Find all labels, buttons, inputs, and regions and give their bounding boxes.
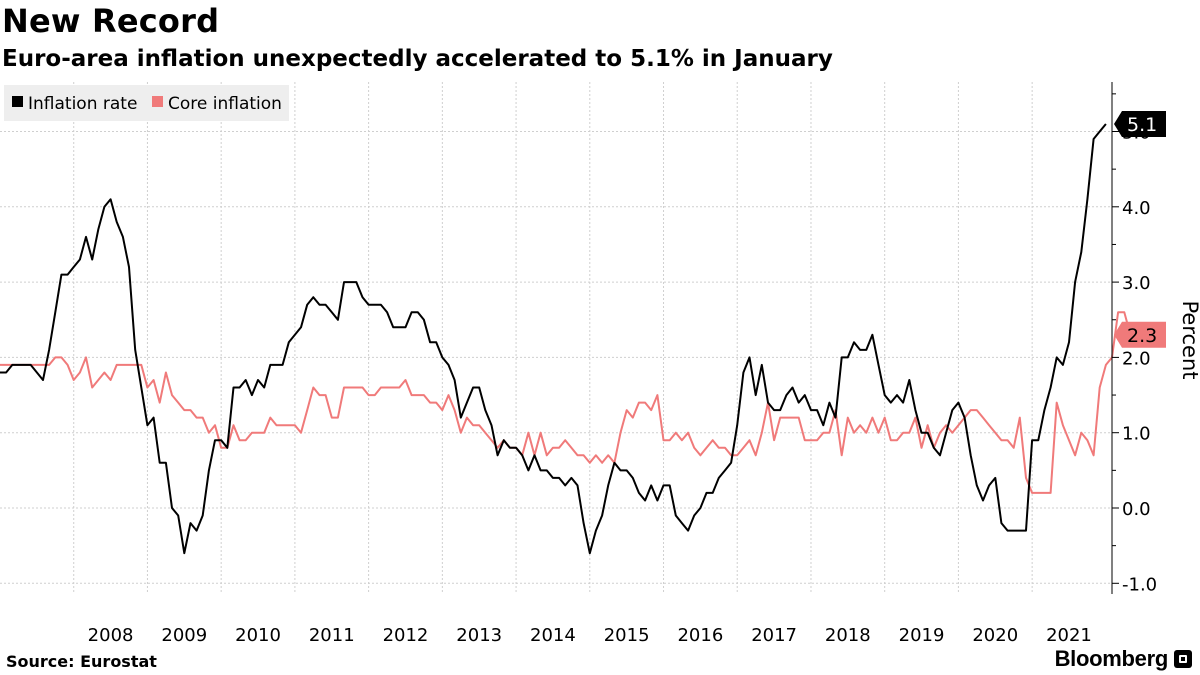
series-line-inflation-rate: [0, 123, 1107, 555]
x-axis: 2008 2009 2010 2011 2012 2013 2014 2015 2016 2017…: [88, 625, 1092, 646]
end-label-flag-core: [1114, 321, 1166, 348]
x-tick-label: 2021: [1046, 625, 1092, 646]
grid-layer: [0, 82, 1112, 594]
x-tick-label: 2016: [677, 625, 723, 646]
y-tick-label: 1.0: [1122, 424, 1151, 445]
end-label-flag-inflation: [1114, 110, 1166, 137]
x-tick-label: 2009: [161, 625, 207, 646]
x-tick-label: 2019: [899, 625, 945, 646]
series-line-core-inflation: [0, 311, 1132, 494]
brand-name: Bloomberg: [1054, 646, 1169, 671]
x-tick-label: 2017: [751, 625, 797, 646]
y-axis-title: Percent: [1178, 300, 1200, 379]
end-label-core: 2.3: [1127, 325, 1157, 347]
x-tick-label: 2014: [530, 625, 576, 646]
legend-label-core: Core inflation: [168, 94, 282, 114]
y-tick-label: 3.0: [1122, 273, 1151, 294]
series-layer: [0, 123, 1132, 555]
y-tick-label: 2.0: [1122, 348, 1151, 369]
brand-logo: Bloomberg: [1055, 646, 1192, 672]
x-tick-label: 2012: [383, 625, 429, 646]
x-tick-label: 2008: [88, 625, 134, 646]
x-tick-label: 2018: [825, 625, 871, 646]
x-tick-label: 2015: [604, 625, 650, 646]
legend-background: [4, 85, 289, 121]
y-tick-label: 0.0: [1122, 499, 1151, 520]
y-tick-label: 4.0: [1122, 198, 1151, 219]
legend-swatch-inflation: [12, 96, 23, 107]
end-label-inflation: 5.1: [1127, 114, 1157, 136]
legend-label-inflation: Inflation rate: [28, 94, 137, 114]
x-tick-label: 2010: [235, 625, 281, 646]
terminal-icon: [1174, 650, 1192, 668]
legend: Inflation rate Core inflation: [4, 85, 289, 121]
end-labels: 2.3 5.1: [1114, 110, 1166, 348]
chart-title: New Record: [2, 2, 220, 40]
chart-subtitle: Euro-area inflation unexpectedly acceler…: [2, 46, 833, 72]
source-note: Source: Eurostat: [6, 652, 157, 671]
legend-swatch-core: [152, 96, 163, 107]
x-tick-label: 2020: [972, 625, 1018, 646]
y-tick-label: -1.0: [1122, 574, 1157, 595]
x-tick-label: 2011: [309, 625, 355, 646]
x-tick-label: 2013: [456, 625, 502, 646]
